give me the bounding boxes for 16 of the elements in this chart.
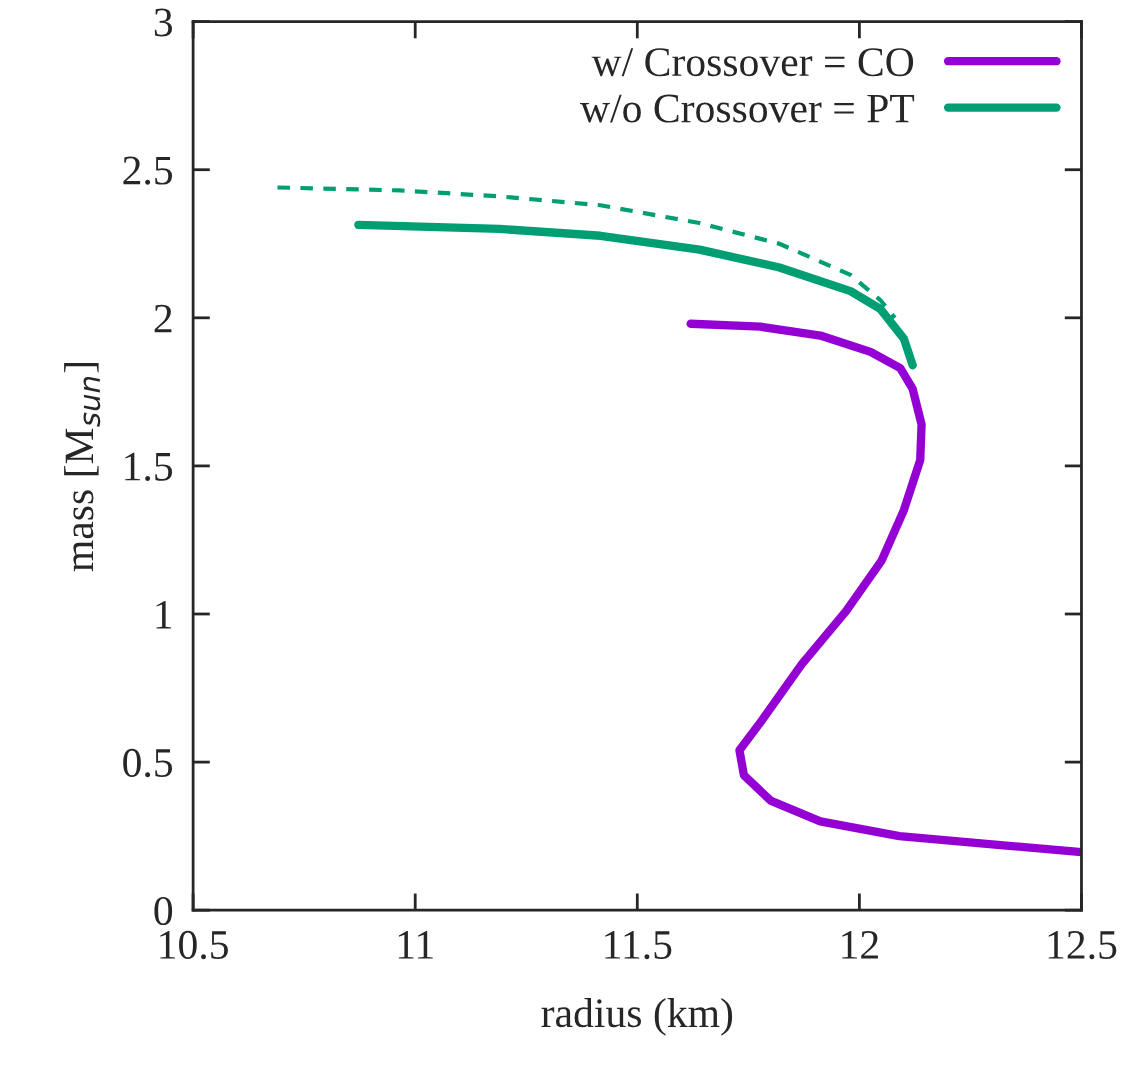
legend-label: w/o Crossover = PT <box>580 94 915 123</box>
legend-label: w/ Crossover = CO <box>591 48 914 77</box>
y-tick-label: 2 <box>154 304 172 333</box>
y-tick-label: 0 <box>154 896 173 926</box>
y-tick-label: 2.5 <box>123 156 173 185</box>
x-axis-title: radius (km) <box>541 997 733 1036</box>
x-tick-label: 11.5 <box>605 931 672 960</box>
x-tick-label: 10.5 <box>160 930 228 960</box>
y-axis-title: mass [M$_{sun}$] <box>64 363 101 572</box>
y-tick-label: 3 <box>154 8 173 37</box>
y-tick-label: 1.5 <box>125 452 173 481</box>
y-tick-label: 1 <box>156 600 172 629</box>
x-tick-label: 12 <box>842 930 878 959</box>
x-tick-label: 11 <box>398 931 433 959</box>
x-tick-label: 12.5 <box>1048 930 1117 960</box>
y-tick-label: 0.5 <box>123 748 173 778</box>
